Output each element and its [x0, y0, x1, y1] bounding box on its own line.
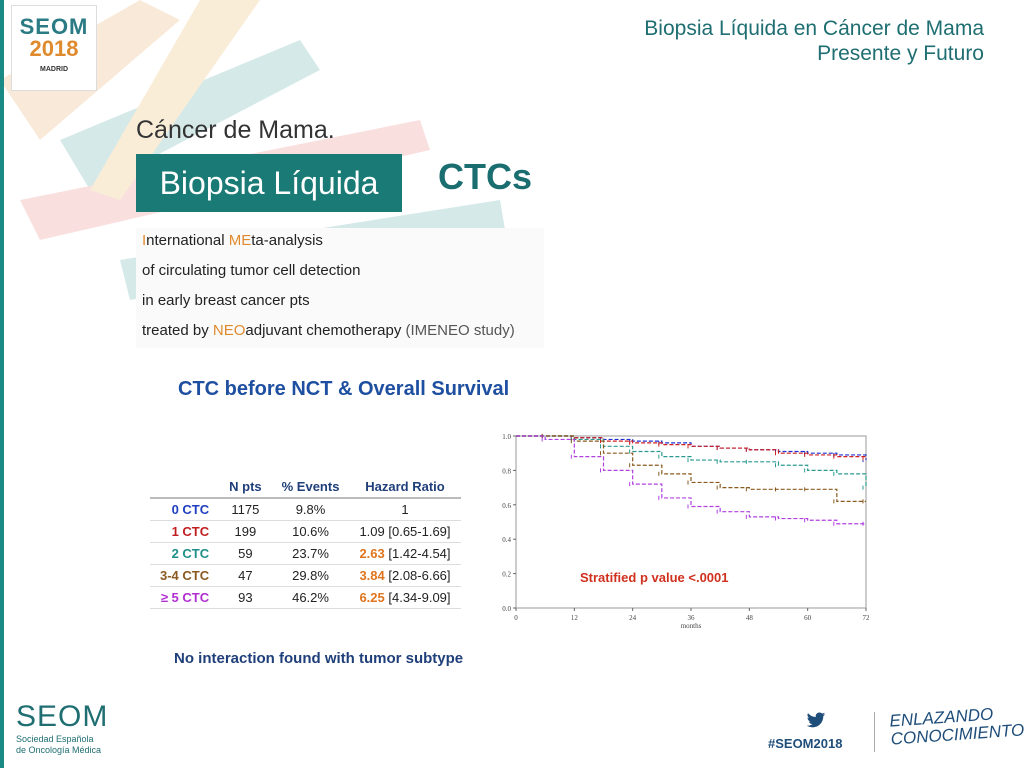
- row-hazard-ratio: 1.09 [0.65-1.69]: [349, 520, 461, 543]
- footer-divider: [874, 712, 875, 752]
- table-row: ≥ 5 CTC 93 46.2% 6.25 [4.34-9.09]: [150, 586, 461, 609]
- hr-value: 3.84: [359, 568, 385, 583]
- row-npts: 1175: [219, 498, 272, 521]
- imeneo-line4: treated by NEOadjuvant chemotherapy (IME…: [142, 322, 515, 339]
- row-npts: 47: [219, 564, 272, 587]
- seom-2018-logo: SEOM 2018 MADRID: [12, 6, 96, 90]
- slide-header: Biopsia Líquida en Cáncer de Mama Presen…: [644, 16, 984, 66]
- row-npts: 59: [219, 542, 272, 565]
- row-events: 46.2%: [271, 586, 350, 609]
- logo-line2: 2018: [29, 36, 79, 61]
- interaction-footnote: No interaction found with tumor subtype: [174, 650, 464, 667]
- seom-footer-logo: SEOM Sociedad Española de Oncología Médi…: [16, 700, 108, 756]
- hr-value: 2.63: [359, 546, 385, 561]
- hashtag: #SEOM2018: [768, 736, 843, 751]
- row-events: 23.7%: [271, 542, 350, 565]
- x-tick-label: 12: [571, 614, 579, 622]
- series-line: [516, 435, 866, 525]
- series-line: [516, 435, 866, 502]
- ctcs-title: CTCs: [438, 156, 533, 197]
- enlazando-conocimiento-logo: ENLAZANDO CONOCIMIENTO: [889, 703, 1024, 748]
- imeneo-l4d: (IMENEO study): [401, 322, 515, 339]
- x-tick-label: 48: [746, 614, 754, 622]
- hr-value: 6.25: [359, 590, 385, 605]
- y-tick-label: 0.0: [502, 605, 511, 613]
- table-row: 2 CTC 59 23.7% 2.63 [1.42-4.54]: [150, 542, 461, 565]
- seom-wordmark: SEOM: [16, 700, 109, 733]
- row-hazard-ratio: 3.84 [2.08-6.66]: [349, 564, 461, 587]
- x-tick-label: 72: [863, 614, 871, 622]
- logo-line3: MADRID: [40, 66, 68, 73]
- row-hazard-ratio: 6.25 [4.34-9.09]: [349, 586, 461, 609]
- y-tick-label: 0.8: [502, 467, 511, 475]
- table-row: 0 CTC 1175 9.8% 1: [150, 498, 461, 521]
- imeneo-line2: of circulating tumor cell detection: [142, 262, 361, 279]
- x-tick-label: 60: [804, 614, 812, 622]
- header-line2: Presente y Futuro: [817, 42, 984, 65]
- y-tick-label: 1.0: [502, 433, 511, 441]
- row-events: 29.8%: [271, 564, 350, 587]
- table-row: 3-4 CTC 47 29.8% 3.84 [2.08-6.66]: [150, 564, 461, 587]
- hr-ci: [2.08-6.66]: [384, 568, 451, 583]
- imeneo-l4b: NEO: [212, 322, 246, 339]
- panel-title: CTC before NCT & Overall Survival: [178, 378, 510, 400]
- seom-sub1: Sociedad Española: [16, 734, 94, 744]
- slide-subtitle: Cáncer de Mama.: [136, 116, 335, 144]
- imeneo-l1d: ta-analysis: [251, 232, 323, 249]
- results-table: N pts % Events Hazard Ratio 0 CTC 1175 9.8…: [150, 476, 461, 609]
- row-hazard-ratio: 2.63 [1.42-4.54]: [349, 542, 461, 565]
- table-row: 1 CTC 199 10.6% 1.09 [0.65-1.69]: [150, 520, 461, 543]
- row-label: ≥ 5 CTC: [150, 586, 220, 609]
- series-line: [516, 435, 867, 488]
- hr-ci: [0.65-1.69]: [384, 524, 451, 539]
- row-label: 2 CTC: [150, 542, 220, 565]
- table-header: Hazard Ratio: [349, 476, 461, 499]
- row-hazard-ratio: 1: [349, 498, 461, 521]
- imeneo-l1c: ME: [228, 232, 252, 249]
- table-header-row: N pts % Events Hazard Ratio: [150, 476, 461, 499]
- x-axis-label: months: [681, 622, 702, 630]
- imeneo-l4c: adjuvant chemotherapy: [245, 322, 402, 339]
- x-tick-label: 36: [688, 614, 696, 622]
- table-header: N pts: [219, 476, 272, 499]
- y-tick-label: 0.4: [502, 536, 511, 544]
- y-tick-label: 0.2: [502, 571, 511, 579]
- series-line: [516, 435, 867, 459]
- row-npts: 93: [219, 586, 272, 609]
- row-label: 0 CTC: [150, 498, 220, 521]
- row-events: 9.8%: [271, 498, 350, 521]
- biopsia-liquida-box: Biopsia Líquida: [136, 154, 402, 212]
- imeneo-line3: in early breast cancer pts: [142, 292, 310, 309]
- x-tick-label: 24: [629, 614, 637, 622]
- logo-line1: SEOM: [19, 14, 89, 39]
- p-value-label: Stratified p value <.0001: [580, 570, 728, 585]
- imeneo-description: International MEta-analysis of circulati…: [136, 228, 544, 348]
- row-events: 10.6%: [271, 520, 350, 543]
- imeneo-l1b: nternational: [146, 232, 229, 249]
- imeneo-l4a: treated by: [142, 322, 213, 339]
- row-npts: 199: [219, 520, 272, 543]
- header-line1: Biopsia Líquida en Cáncer de Mama: [644, 17, 984, 40]
- twitter-icon: [806, 712, 826, 728]
- left-accent-bar: [0, 0, 4, 768]
- table-header: [150, 476, 220, 499]
- table-header: % Events: [271, 476, 350, 499]
- seom-sub2: de Oncología Médica: [16, 745, 102, 755]
- hr-ci: [4.34-9.09]: [384, 590, 451, 605]
- hr-ci: [1.42-4.54]: [384, 546, 451, 561]
- imeneo-line1: International MEta-analysis: [142, 232, 323, 249]
- x-tick-label: 0: [514, 614, 518, 622]
- row-label: 1 CTC: [150, 520, 220, 543]
- hr-value: 1.09: [359, 524, 385, 539]
- survival-curve-chart: 0.0 0.2 0.4 0.6 0.8 1.0 0 12 24 36 48 60 72 months Str…: [502, 433, 871, 630]
- imeneo-l1a: I: [142, 232, 147, 249]
- row-label: 3-4 CTC: [150, 564, 220, 587]
- y-tick-label: 0.6: [502, 502, 511, 510]
- hr-value: 1: [401, 502, 409, 517]
